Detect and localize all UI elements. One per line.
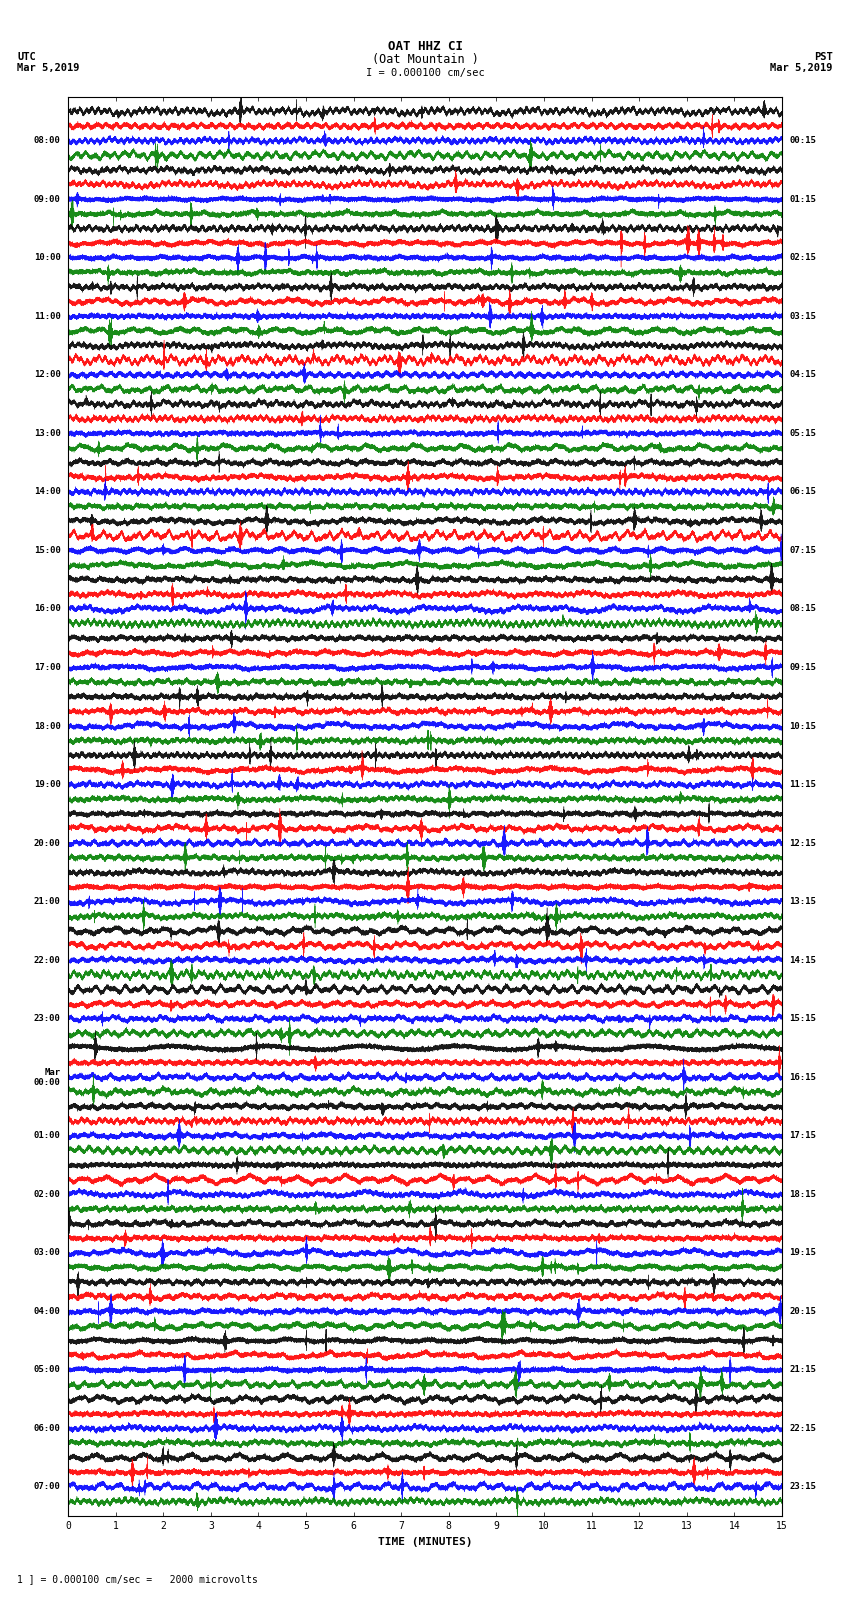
Text: 21:00: 21:00 — [34, 897, 61, 907]
Text: 11:15: 11:15 — [789, 781, 816, 789]
Text: 1 ] = 0.000100 cm/sec =   2000 microvolts: 1 ] = 0.000100 cm/sec = 2000 microvolts — [17, 1574, 258, 1584]
Text: 19:15: 19:15 — [789, 1248, 816, 1257]
Text: 15:15: 15:15 — [789, 1015, 816, 1023]
Text: 20:00: 20:00 — [34, 839, 61, 847]
Text: Mar
00:00: Mar 00:00 — [34, 1068, 61, 1087]
Text: 05:00: 05:00 — [34, 1365, 61, 1374]
Text: 16:15: 16:15 — [789, 1073, 816, 1082]
Text: UTC
Mar 5,2019: UTC Mar 5,2019 — [17, 52, 80, 73]
Text: 04:00: 04:00 — [34, 1307, 61, 1316]
Text: 02:15: 02:15 — [789, 253, 816, 263]
Text: 06:15: 06:15 — [789, 487, 816, 497]
Text: 01:15: 01:15 — [789, 195, 816, 203]
Text: 14:00: 14:00 — [34, 487, 61, 497]
Text: 09:15: 09:15 — [789, 663, 816, 673]
Text: 13:00: 13:00 — [34, 429, 61, 437]
Text: OAT HHZ CI: OAT HHZ CI — [388, 40, 462, 53]
Text: 21:15: 21:15 — [789, 1365, 816, 1374]
Text: 23:00: 23:00 — [34, 1015, 61, 1023]
Text: 03:15: 03:15 — [789, 311, 816, 321]
Text: 18:15: 18:15 — [789, 1190, 816, 1198]
Text: 03:00: 03:00 — [34, 1248, 61, 1257]
Text: 23:15: 23:15 — [789, 1482, 816, 1492]
Text: 14:15: 14:15 — [789, 955, 816, 965]
Text: 02:00: 02:00 — [34, 1190, 61, 1198]
Text: 08:15: 08:15 — [789, 605, 816, 613]
Text: 10:00: 10:00 — [34, 253, 61, 263]
Text: 12:00: 12:00 — [34, 371, 61, 379]
Text: I = 0.000100 cm/sec: I = 0.000100 cm/sec — [366, 68, 484, 77]
Text: 13:15: 13:15 — [789, 897, 816, 907]
Text: 07:00: 07:00 — [34, 1482, 61, 1492]
Text: 00:15: 00:15 — [789, 135, 816, 145]
Text: 17:00: 17:00 — [34, 663, 61, 673]
Text: 05:15: 05:15 — [789, 429, 816, 437]
Text: 11:00: 11:00 — [34, 311, 61, 321]
Text: 12:15: 12:15 — [789, 839, 816, 847]
Text: 15:00: 15:00 — [34, 545, 61, 555]
Text: 08:00: 08:00 — [34, 135, 61, 145]
Text: 18:00: 18:00 — [34, 721, 61, 731]
Text: PST
Mar 5,2019: PST Mar 5,2019 — [770, 52, 833, 73]
Text: 07:15: 07:15 — [789, 545, 816, 555]
Text: 01:00: 01:00 — [34, 1131, 61, 1140]
Text: 22:15: 22:15 — [789, 1424, 816, 1432]
Text: 16:00: 16:00 — [34, 605, 61, 613]
Text: 09:00: 09:00 — [34, 195, 61, 203]
Text: 06:00: 06:00 — [34, 1424, 61, 1432]
Text: 20:15: 20:15 — [789, 1307, 816, 1316]
Text: (Oat Mountain ): (Oat Mountain ) — [371, 53, 479, 66]
Text: 17:15: 17:15 — [789, 1131, 816, 1140]
Text: 22:00: 22:00 — [34, 955, 61, 965]
Text: 10:15: 10:15 — [789, 721, 816, 731]
X-axis label: TIME (MINUTES): TIME (MINUTES) — [377, 1537, 473, 1547]
Text: 04:15: 04:15 — [789, 371, 816, 379]
Text: 19:00: 19:00 — [34, 781, 61, 789]
